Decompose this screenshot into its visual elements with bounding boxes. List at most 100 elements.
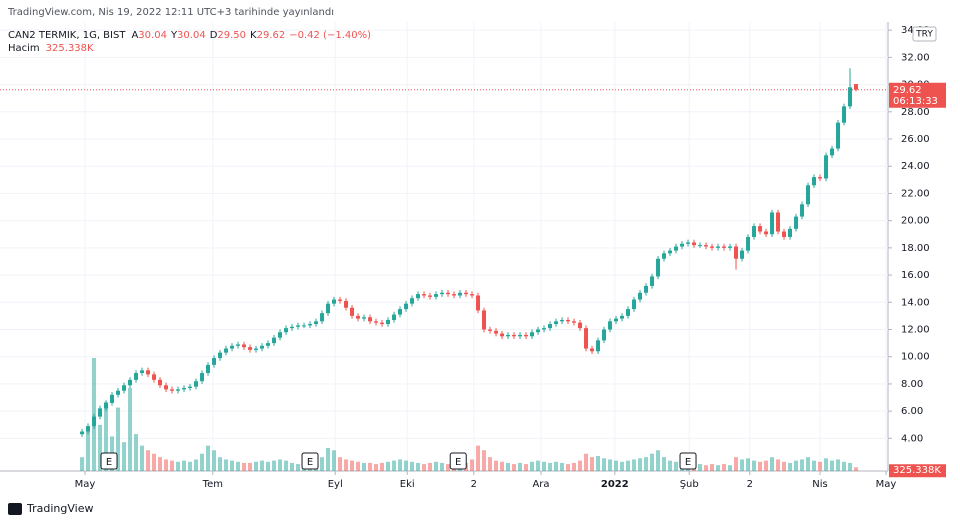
volume-bar <box>842 461 847 471</box>
candle-body <box>206 364 211 374</box>
volume-bar <box>770 457 775 471</box>
volume-bar <box>266 461 271 471</box>
event-marker <box>449 452 467 470</box>
candle-body <box>620 315 625 319</box>
candle-body <box>584 328 589 349</box>
candle-body <box>572 321 577 323</box>
candle-body <box>176 389 181 391</box>
volume-bar <box>662 457 667 471</box>
y-tick-label: 32.00 <box>901 52 930 63</box>
candle-body <box>590 348 595 352</box>
volume-bar <box>164 459 169 471</box>
candle-body <box>164 385 169 390</box>
candle-body <box>812 177 817 186</box>
volume-bar <box>752 460 757 471</box>
volume-bar <box>812 460 817 471</box>
candle-body <box>446 292 451 295</box>
y-tick-label: 8.00 <box>901 379 923 390</box>
currency-box <box>912 26 937 42</box>
candle-body <box>500 333 505 337</box>
y-tick-label: 18.00 <box>901 243 930 254</box>
volume-bar <box>716 465 721 471</box>
candle-body <box>644 285 649 293</box>
candle-body <box>668 250 673 254</box>
x-tick-label: May <box>876 479 897 490</box>
candle-body <box>632 299 637 310</box>
volume-bar <box>674 461 679 471</box>
candle-body <box>626 309 631 316</box>
candle-body <box>242 344 247 348</box>
volume-bar <box>806 457 811 471</box>
candle-body <box>734 246 739 259</box>
candle-body <box>686 242 691 244</box>
candle-body <box>326 303 331 314</box>
candle-body <box>524 334 529 337</box>
volume-bar <box>602 458 607 471</box>
candle-body <box>338 299 343 301</box>
y-tick-label: 6.00 <box>901 406 923 417</box>
volume-bar <box>548 462 553 471</box>
candle-body <box>380 322 385 325</box>
x-tick-label: May <box>75 479 96 490</box>
candles <box>80 68 859 437</box>
candle-body <box>230 345 235 349</box>
candle-body <box>530 332 535 337</box>
volume-bar <box>614 460 619 471</box>
volume-bar <box>578 460 583 471</box>
candle-body <box>368 317 373 322</box>
volume-bar <box>704 465 709 471</box>
volume-bar <box>368 462 373 471</box>
candle-body <box>98 408 103 417</box>
ohlc-value: 29.62 <box>257 30 286 41</box>
candle-body <box>662 253 667 259</box>
volume-bar <box>824 458 829 471</box>
candle-body <box>596 340 601 352</box>
candle-body <box>692 242 697 246</box>
event-label: E <box>685 457 691 468</box>
candle-body <box>842 106 847 123</box>
volume-bar <box>416 462 421 471</box>
candle-body <box>536 329 541 333</box>
ohlc-key: K <box>250 30 257 41</box>
volume-bar <box>398 459 403 471</box>
candle-body <box>146 370 151 375</box>
y-tick-label: 24.00 <box>901 161 930 172</box>
volume-bar <box>698 464 703 471</box>
candle-body <box>392 314 397 320</box>
x-tick-label: Şub <box>680 479 699 490</box>
candle-body <box>788 228 793 237</box>
candle-body <box>776 212 781 232</box>
candle-body <box>680 243 685 247</box>
ohlc-value: 30.04 <box>138 30 167 41</box>
event-marker <box>100 452 118 470</box>
volume-bar <box>758 461 763 471</box>
volume-bar <box>344 459 349 471</box>
volume-bar <box>236 461 241 471</box>
candle-body <box>434 294 439 297</box>
candle-body <box>212 358 217 365</box>
candle-body <box>464 292 469 295</box>
x-tick-label: 2 <box>471 479 477 490</box>
candle-body <box>428 295 433 297</box>
candle-body <box>728 246 733 248</box>
candle-body <box>482 310 487 330</box>
candle-body <box>188 386 193 389</box>
candle-body <box>614 318 619 322</box>
candle-body <box>278 332 283 338</box>
candle-body <box>770 212 775 235</box>
candle-body <box>674 246 679 251</box>
event-marker <box>679 452 697 470</box>
candle-body <box>248 347 253 350</box>
volume-bar <box>182 460 187 471</box>
volume-bar <box>626 460 631 471</box>
candle-body <box>260 345 265 349</box>
change: −0.42 (−1.40%) <box>289 30 371 41</box>
x-tick-label: Nis <box>812 479 827 490</box>
volume-bar <box>80 457 85 471</box>
header: TradingView.com, Nis 19, 2022 12:11 UTC+… <box>7 7 334 18</box>
volume-bar <box>350 460 355 471</box>
candle-body <box>290 326 295 329</box>
